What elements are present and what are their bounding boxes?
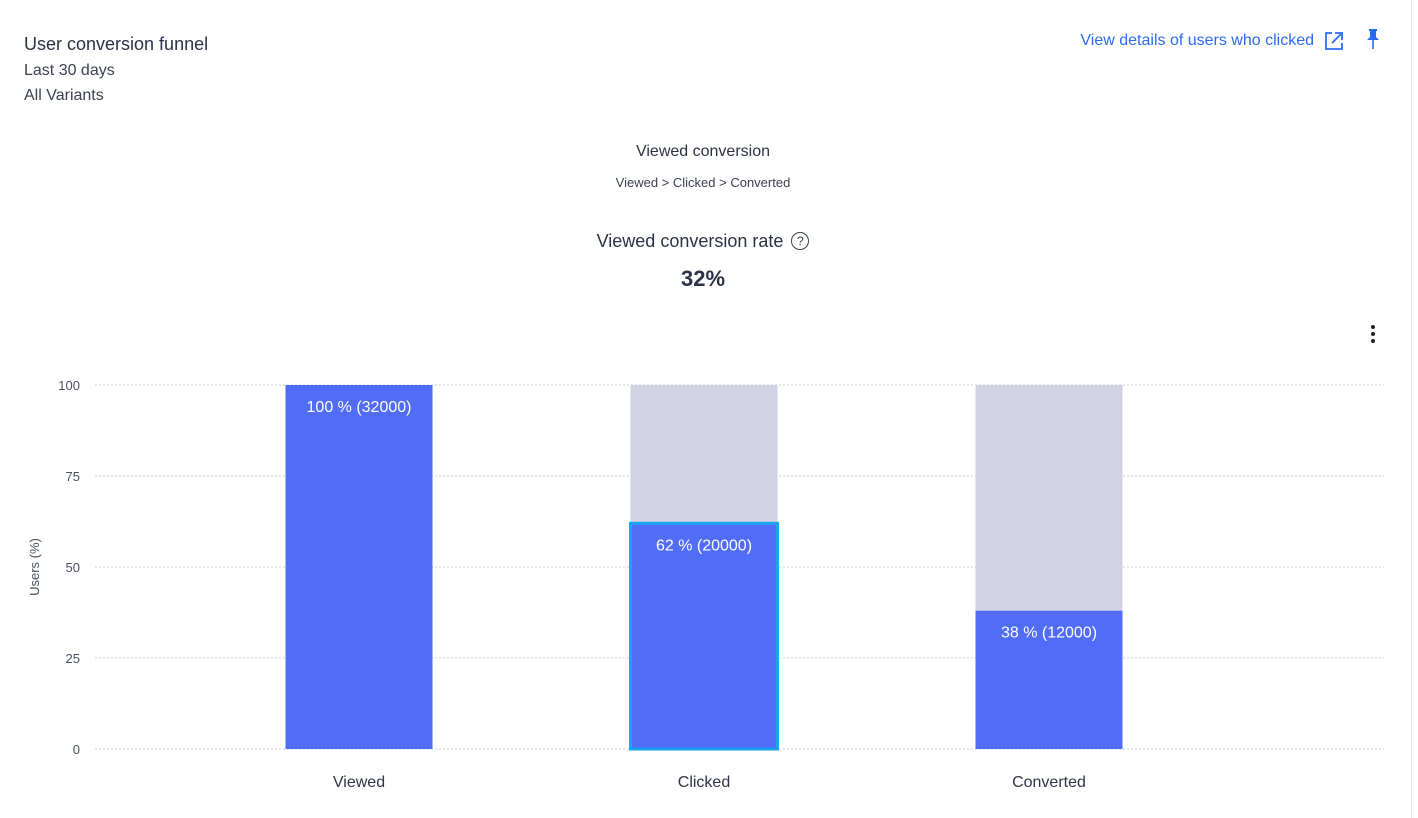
help-icon[interactable]: ? — [791, 232, 810, 250]
y-tick-label: 100 — [58, 378, 80, 393]
conversion-title: Viewed conversion — [635, 143, 770, 160]
bar[interactable] — [975, 610, 1123, 749]
conversion-rate-label: Viewed conversion rate — [596, 231, 784, 251]
card-border — [1411, 0, 1412, 818]
data-label: 62 % (20000) — [656, 537, 752, 554]
view-clicked-users-link[interactable]: View details of users who clicked — [1080, 32, 1314, 49]
funnel-bar-chart: 0 25 50 75 100 Users (%) 100 % (32000) Viewed 62… — [27, 378, 1384, 791]
x-tick-label: Viewed — [333, 774, 385, 791]
y-tick-label: 50 — [66, 560, 80, 575]
bar-remainder — [975, 385, 1123, 611]
bar[interactable] — [285, 385, 433, 749]
conversion-rate-row: Viewed conversion rate? — [0, 231, 1406, 252]
date-range-label: Last 30 days — [24, 62, 115, 79]
y-axis-label: Users (%) — [27, 538, 42, 596]
pin-icon[interactable] — [1365, 28, 1381, 50]
y-tick-label: 0 — [73, 742, 80, 757]
external-link-icon[interactable] — [1323, 30, 1345, 52]
y-tick-label: 25 — [66, 651, 80, 666]
conversion-path: Viewed > Clicked > Converted — [615, 175, 791, 190]
data-label: 100 % (32000) — [307, 399, 412, 416]
card-title: User conversion funnel — [24, 34, 209, 54]
data-label: 38 % (12000) — [1001, 625, 1097, 642]
bar-remainder — [630, 385, 778, 524]
more-options-icon[interactable] — [1366, 322, 1380, 348]
variant-filter-label: All Variants — [24, 87, 104, 104]
bar-selected[interactable] — [629, 521, 779, 751]
x-tick-label: Clicked — [678, 774, 730, 791]
conversion-rate-value: 32% — [680, 266, 726, 291]
x-tick-label: Converted — [1012, 774, 1086, 791]
y-tick-label: 75 — [66, 469, 80, 484]
